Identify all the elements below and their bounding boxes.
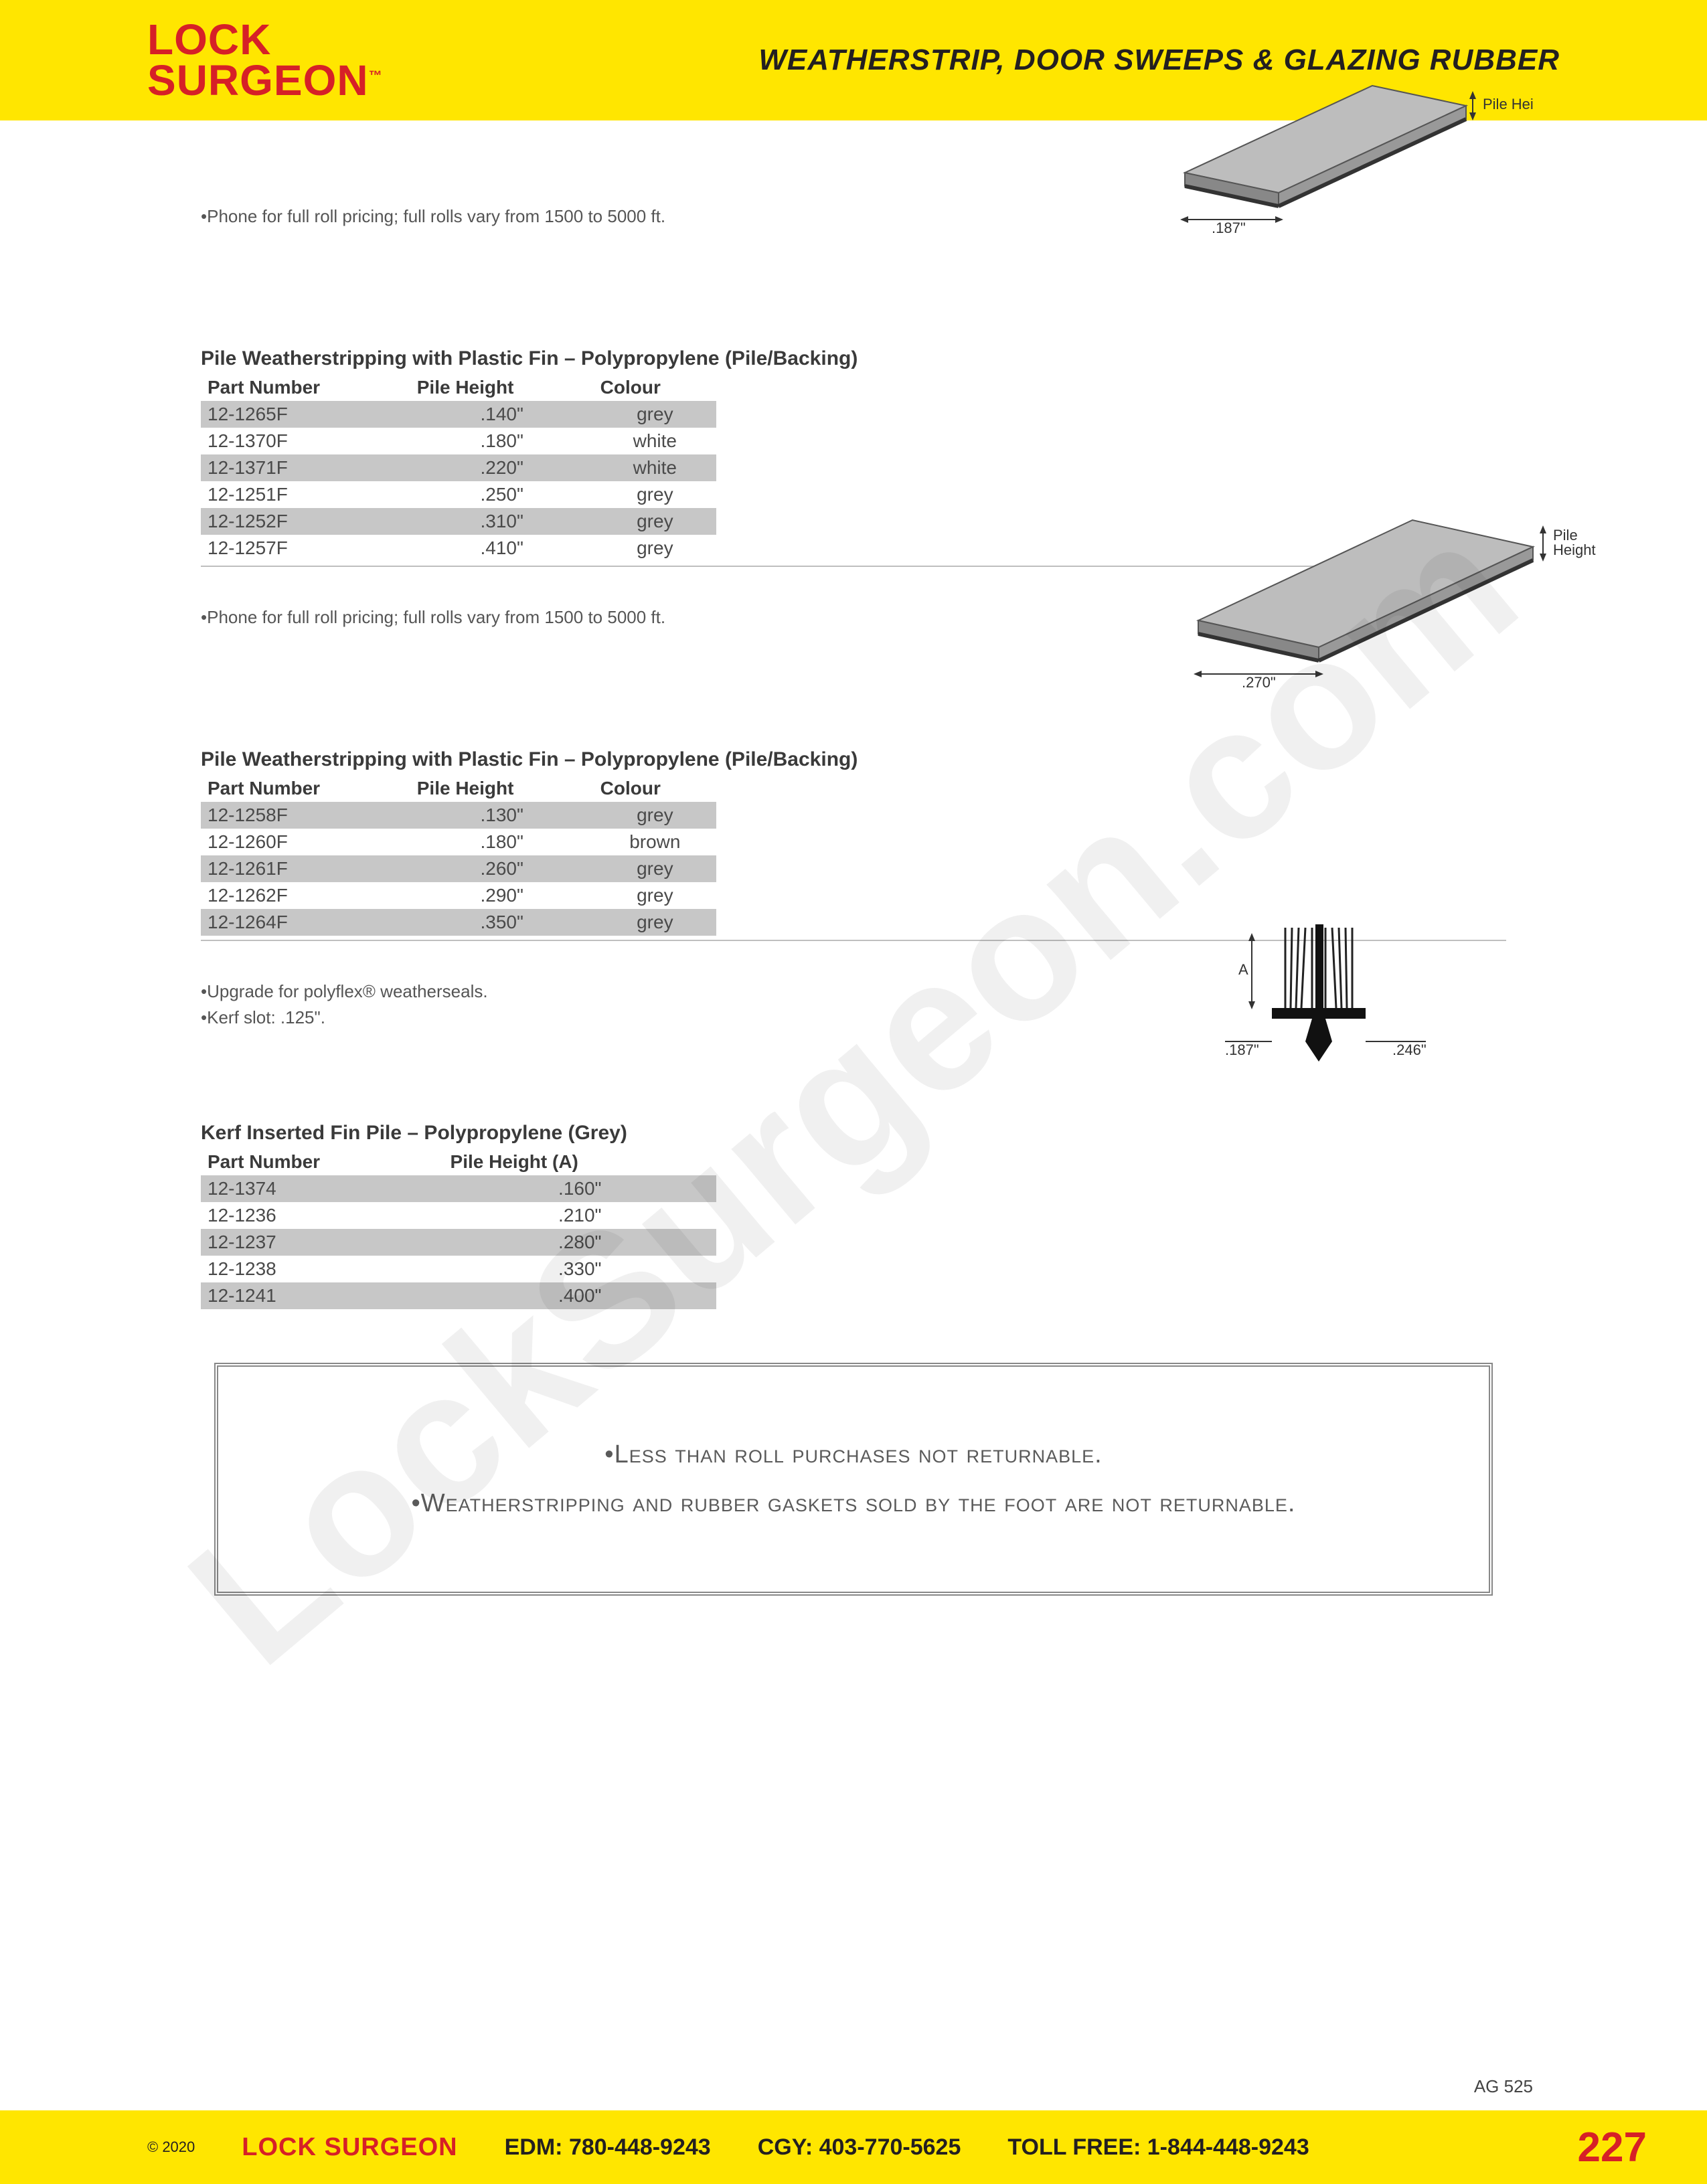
- document-code: AG 525: [1474, 2076, 1533, 2097]
- section-2: •Phone for full roll pricing; full rolls…: [201, 607, 1506, 941]
- notice-line-2: •Weatherstripping and rubber gaskets sol…: [258, 1489, 1449, 1518]
- table-row: 12-1264F.350"grey: [201, 909, 716, 936]
- table-row: 12-1237.280": [201, 1229, 716, 1256]
- table-row: 12-1252F.310"grey: [201, 508, 716, 535]
- svg-text:Height: Height: [1553, 541, 1596, 558]
- table-row: 12-1260F.180"brown: [201, 829, 716, 855]
- table-2-header: Part Number Pile Height Colour: [201, 775, 716, 802]
- notice-line-1: •Less than roll purchases not returnable…: [258, 1440, 1449, 1469]
- footer-tollfree: TOLL FREE: 1-844-448-9243: [1007, 2134, 1309, 2161]
- table-row: 12-1236.210": [201, 1202, 716, 1229]
- svg-text:.270": .270": [1242, 674, 1276, 687]
- diagram-2: Pile Height .270": [1145, 473, 1560, 674]
- catalog-page: LockSurgeon.com LOCK SURGEON™ WEATHERSTR…: [0, 0, 1707, 2184]
- svg-text:.246": .246": [1392, 1041, 1427, 1058]
- logo-line-1: LOCK: [147, 19, 383, 60]
- section-1-title: Pile Weatherstripping with Plastic Fin –…: [201, 347, 1506, 370]
- width-label: .187": [1212, 220, 1246, 233]
- table-row: 12-1261F.260"grey: [201, 855, 716, 882]
- pile-height-label: Pile Height: [1483, 96, 1533, 112]
- content-area: •Phone for full roll pricing; full rolls…: [0, 120, 1707, 1596]
- th-colour: Colour: [594, 374, 716, 401]
- table-row: 12-1251F.250"grey: [201, 481, 716, 508]
- table-row: 12-1241.400": [201, 1282, 716, 1309]
- diagram-3: A .187" .246": [1185, 921, 1466, 1095]
- table-3-header: Part Number Pile Height (A): [201, 1149, 716, 1175]
- table-1: Part Number Pile Height Colour 12-1265F.…: [201, 374, 716, 562]
- th-part-number: Part Number: [201, 374, 410, 401]
- brand-logo: LOCK SURGEON™: [147, 19, 383, 101]
- table-row: 12-1370F.180"white: [201, 428, 716, 454]
- footer-cgy: CGY: 403-770-5625: [758, 2134, 961, 2161]
- table-row: 12-1262F.290"grey: [201, 882, 716, 909]
- section-3: •Upgrade for polyflex® weatherseals. •Ke…: [201, 981, 1506, 1309]
- svg-text:A: A: [1238, 961, 1248, 978]
- footer-brand: LOCK SURGEON: [242, 2133, 457, 2162]
- notice-box: •Less than roll purchases not returnable…: [214, 1363, 1493, 1596]
- footer-page-number: 227: [1578, 2124, 1647, 2171]
- footer-edm: EDM: 780-448-9243: [505, 2134, 711, 2161]
- section-2-title: Pile Weatherstripping with Plastic Fin –…: [201, 748, 1506, 771]
- table-row: 12-1265F.140"grey: [201, 401, 716, 428]
- svg-text:.187": .187": [1225, 1041, 1259, 1058]
- table-row: 12-1257F.410"grey: [201, 535, 716, 562]
- footer-bar: © 2020 LOCK SURGEON EDM: 780-448-9243 CG…: [0, 2110, 1707, 2184]
- th-pile-height: Pile Height: [410, 374, 594, 401]
- table-row: 12-1371F.220"white: [201, 454, 716, 481]
- table-1-header: Part Number Pile Height Colour: [201, 374, 716, 401]
- diagram-1: Pile Height .187" (3/16"): [1118, 32, 1533, 233]
- logo-line-2: SURGEON™: [147, 60, 383, 101]
- table-row: 12-1238.330": [201, 1256, 716, 1282]
- footer-copyright: © 2020: [147, 2138, 195, 2156]
- table-3: Part Number Pile Height (A) 12-1374.160"…: [201, 1149, 716, 1309]
- section-3-title: Kerf Inserted Fin Pile – Polypropylene (…: [201, 1122, 1506, 1145]
- table-2: Part Number Pile Height Colour 12-1258F.…: [201, 775, 716, 936]
- table-row: 12-1258F.130"grey: [201, 802, 716, 829]
- table-row: 12-1374.160": [201, 1175, 716, 1202]
